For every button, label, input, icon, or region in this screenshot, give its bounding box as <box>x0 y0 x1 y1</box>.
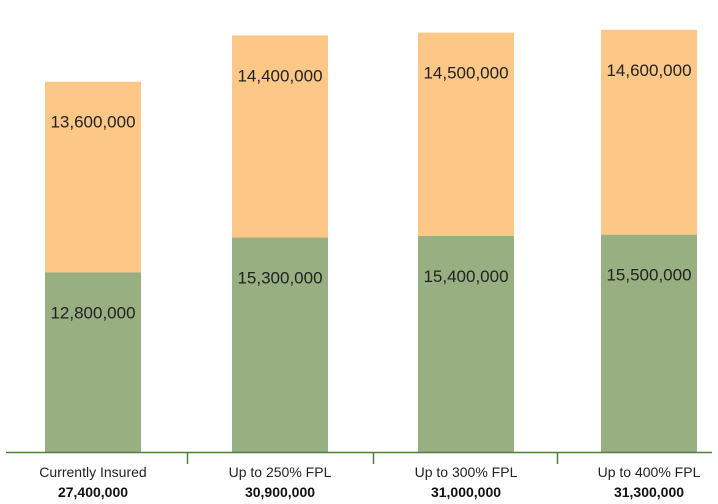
lower-segment-label-4: 15,500,000 <box>606 266 691 285</box>
bar-segment-lower-3 <box>418 236 514 452</box>
category-label-3: Up to 300% FPL <box>415 464 518 480</box>
bar-segment-upper-2 <box>232 35 328 238</box>
total-label-4: 31,300,000 <box>614 484 684 500</box>
upper-segment-label-4: 14,600,000 <box>606 61 691 80</box>
bar-segment-lower-1 <box>45 272 141 452</box>
total-label-3: 31,000,000 <box>431 484 501 500</box>
category-label-4: Up to 400% FPL <box>598 464 701 480</box>
upper-segment-label-2: 14,400,000 <box>237 66 322 85</box>
lower-segment-label-1: 12,800,000 <box>50 303 135 322</box>
bar-segment-lower-4 <box>601 234 697 452</box>
category-label-1: Currently Insured <box>39 464 146 480</box>
total-label-2: 30,900,000 <box>245 484 315 500</box>
bar-segment-upper-4 <box>601 29 697 235</box>
upper-segment-label-1: 13,600,000 <box>50 113 135 132</box>
lower-segment-label-2: 15,300,000 <box>237 268 322 287</box>
category-label-2: Up to 250% FPL <box>229 464 332 480</box>
bar-segment-lower-2 <box>232 237 328 452</box>
total-label-1: 27,400,000 <box>58 484 128 500</box>
bar-segment-upper-3 <box>418 32 514 237</box>
bar-segment-upper-1 <box>45 81 141 273</box>
upper-segment-label-3: 14,500,000 <box>423 64 508 83</box>
lower-segment-label-3: 15,400,000 <box>423 267 508 286</box>
